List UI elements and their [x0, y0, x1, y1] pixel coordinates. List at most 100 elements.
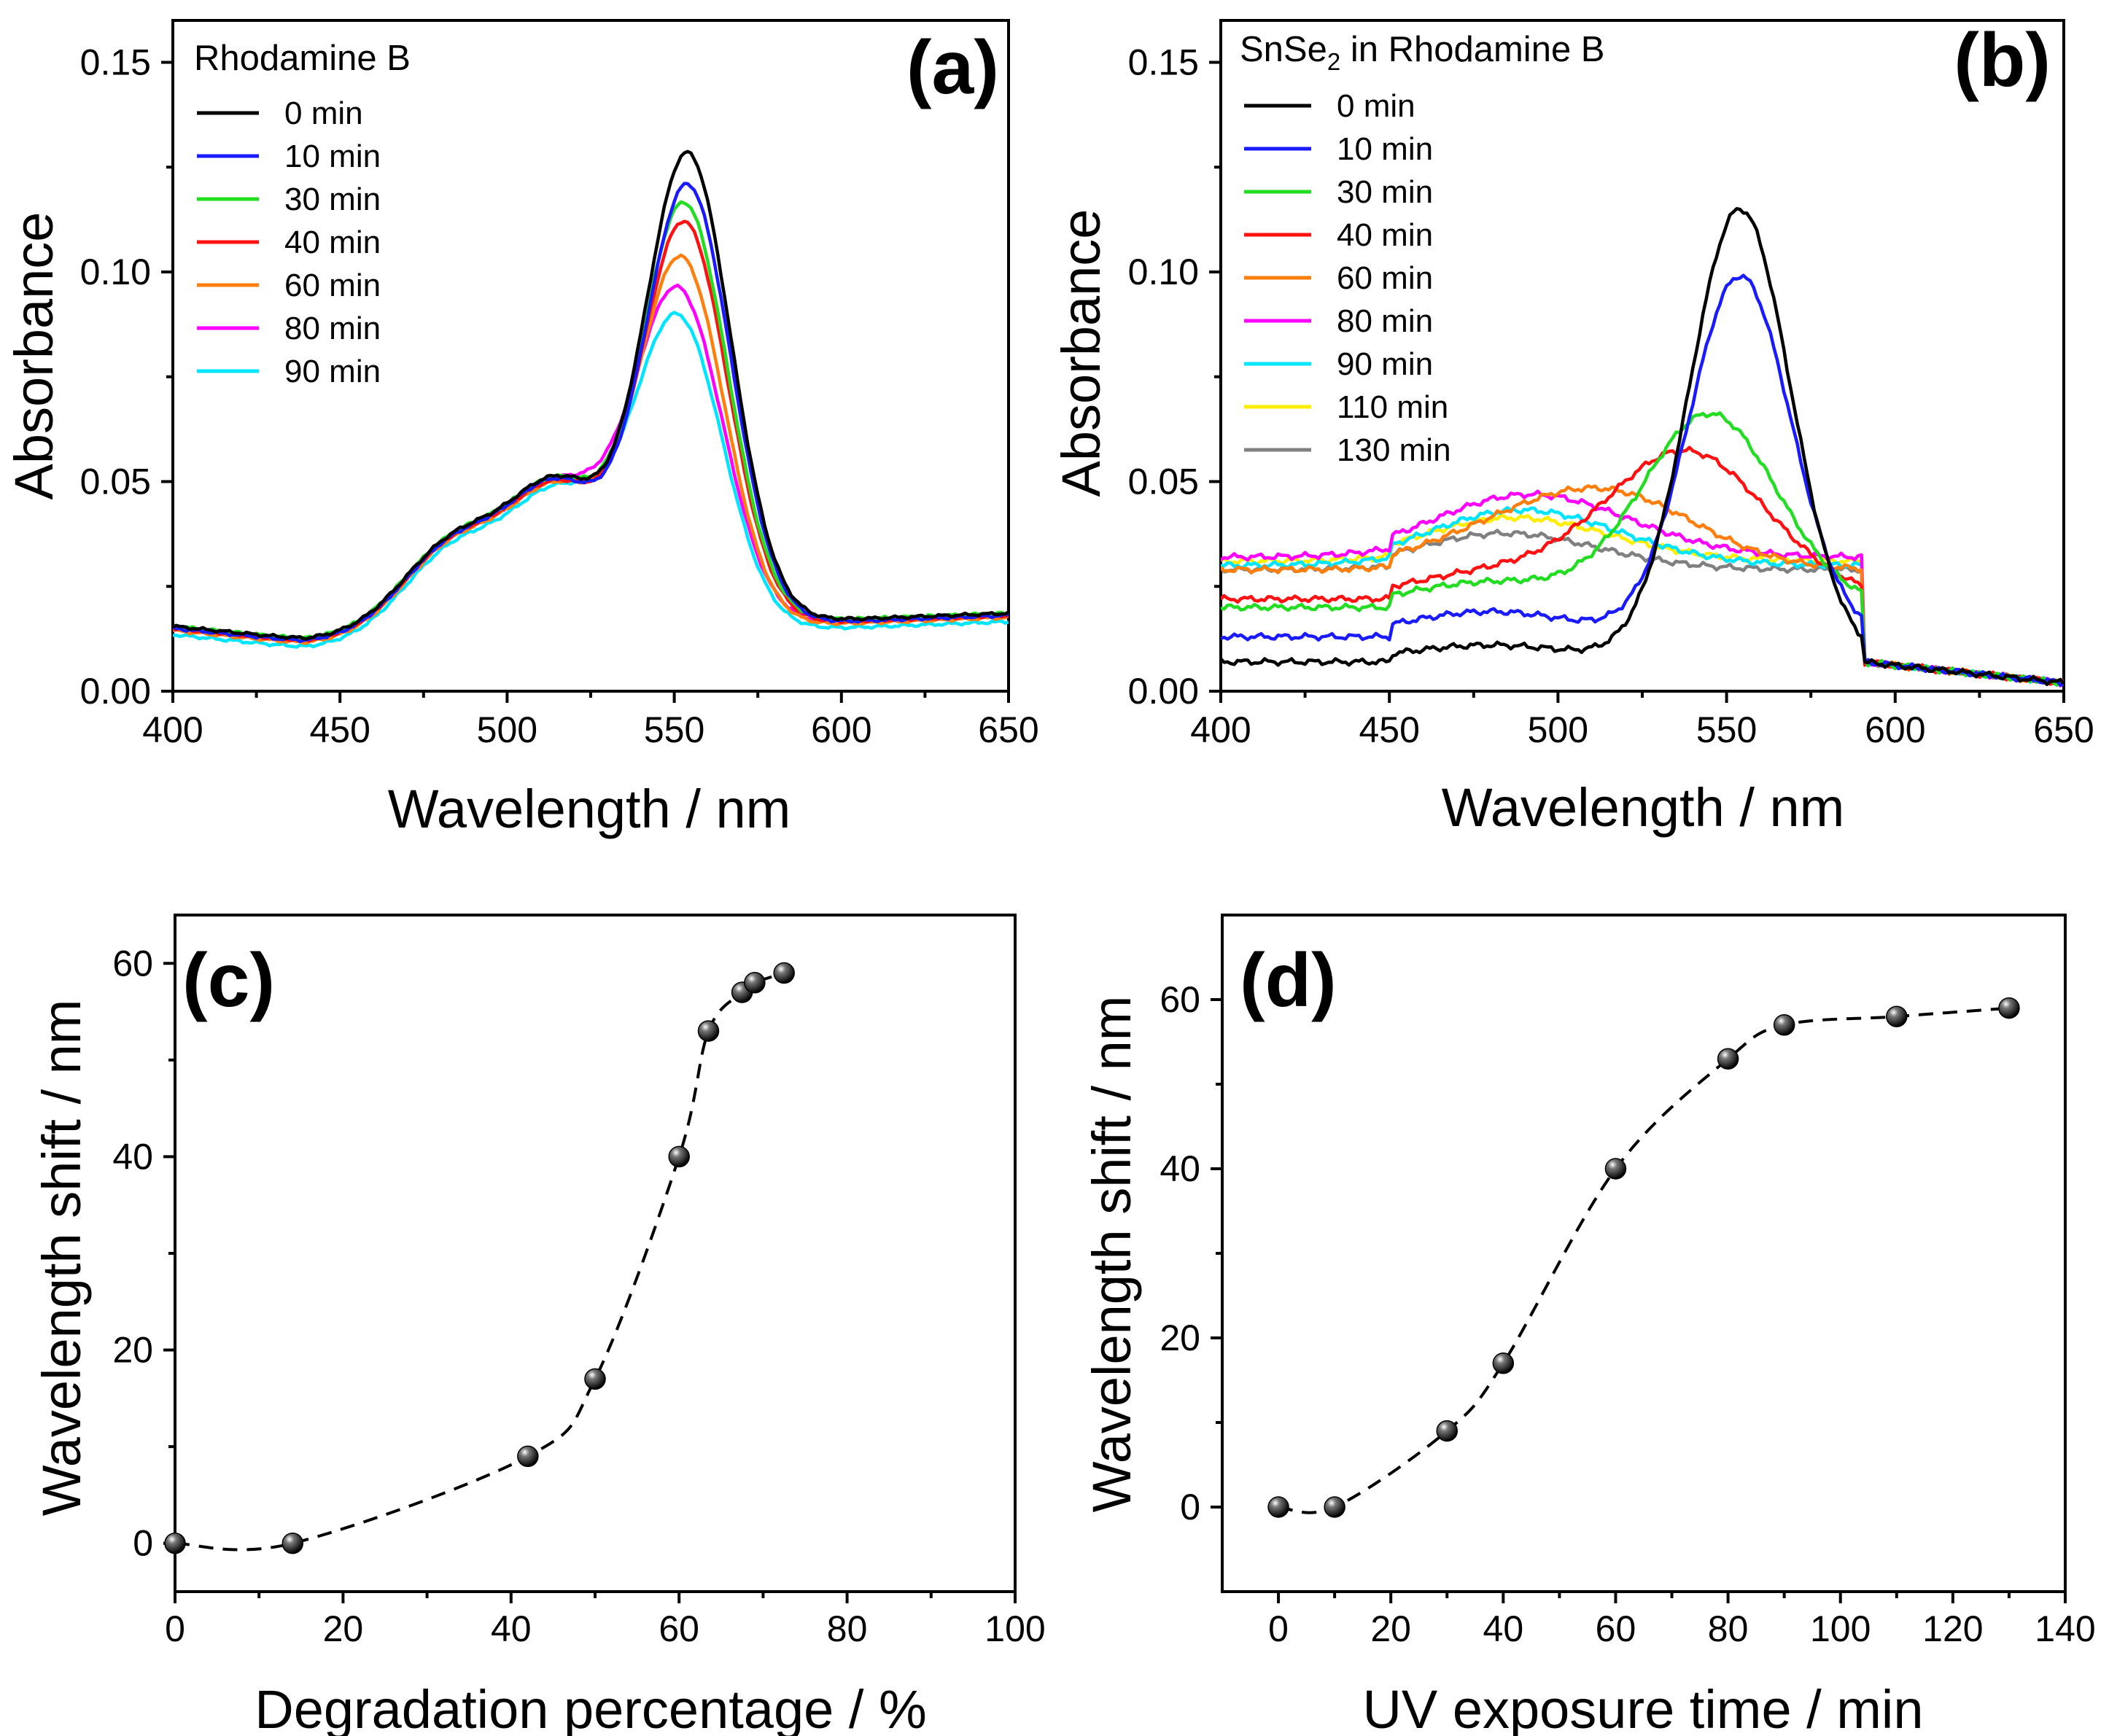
y-tick-label: 0.10 [80, 252, 151, 292]
y-tick-label: 0 [1180, 1487, 1200, 1527]
panel-d-x-axis-title: UV exposure time / min [1362, 1679, 1923, 1736]
x-tick-label: 400 [142, 709, 203, 750]
panel-a-plot: 400 450 500 550 600 650 0.00 0.05 0.10 0.15 0 min 1… [80, 19, 1039, 750]
data-point [517, 1445, 539, 1468]
x-tick-label: 20 [1370, 1608, 1411, 1649]
data-point [1324, 1496, 1345, 1518]
y-tick-label: 20 [1160, 1317, 1200, 1358]
legend-entry: 30 min [284, 182, 381, 217]
series-line-0-min [1221, 206, 2064, 686]
legend-entry: 10 min [1337, 131, 1433, 167]
data-point [1998, 997, 2020, 1019]
data-point [668, 1145, 690, 1168]
legend-entry: 90 min [1337, 346, 1433, 382]
x-tick-label: 80 [1708, 1608, 1749, 1649]
y-tick-label: 20 [112, 1330, 153, 1371]
y-tick-label: 0.00 [80, 671, 151, 712]
series-line-90-min [1221, 506, 2064, 687]
panel-c-y-axis-title: Wavelength shift / nm [31, 1000, 92, 1517]
x-tick-label: 40 [491, 1608, 532, 1649]
x-tick-label: 650 [978, 709, 1038, 750]
panel-c-label: (c) [182, 938, 275, 1023]
legend-entry: 110 min [1337, 389, 1448, 425]
y-tick-label: 0.10 [1128, 252, 1199, 292]
x-tick-label: 0 [165, 1608, 185, 1649]
legend-entry: 0 min [284, 96, 363, 131]
panel-d-plot: 0 20 40 60 80 100 120 140 0 20 40 60 [1160, 914, 2096, 1649]
y-tick-label: 0.15 [80, 42, 151, 83]
legend-entry: 0 min [1337, 88, 1415, 124]
data-point [1604, 1158, 1627, 1180]
panel-b-label: (b) [1954, 18, 2051, 103]
panel-d-frame [1221, 914, 2067, 1593]
panel-d-y-axis-title: Wavelength shift / nm [1081, 996, 1142, 1513]
data-point [744, 972, 766, 994]
legend-entry: 10 min [284, 139, 381, 174]
legend-entry: 130 min [1337, 432, 1451, 468]
panel-b-x-axis-title: Wavelength / nm [1442, 777, 1845, 838]
data-point [281, 1532, 304, 1554]
data-point [1436, 1420, 1459, 1442]
legend-entry: 80 min [1337, 303, 1433, 339]
x-tick-label: 60 [1596, 1608, 1636, 1649]
panel-c-x-axis-title: Degradation percentage / % [255, 1679, 927, 1736]
legend-entry: 90 min [284, 354, 381, 389]
dashed-connector [1278, 1006, 2010, 1514]
x-tick-label: 100 [984, 1608, 1045, 1649]
y-tick-label: 40 [112, 1136, 153, 1177]
legend-entry: 40 min [284, 225, 381, 260]
panel-b-y-axis-title: Absorbance [1051, 209, 1111, 497]
panel-c: 0 20 40 60 80 100 0 20 40 60 (c) Degradation perc… [31, 914, 1046, 1736]
x-tick-label: 550 [644, 709, 704, 750]
series-line-40-min [1221, 445, 2064, 686]
x-tick-label: 450 [1359, 709, 1419, 750]
y-tick-label: 0 [133, 1523, 153, 1564]
y-tick-label: 60 [112, 943, 153, 984]
x-tick-label: 60 [659, 1608, 699, 1649]
panel-c-plot: 0 20 40 60 80 100 0 20 40 60 [112, 914, 1046, 1649]
x-tick-label: 0 [1268, 1608, 1289, 1649]
x-tick-label: 650 [2033, 709, 2094, 750]
panel-a-y-axis-title: Absorbance [4, 212, 64, 500]
data-point [584, 1368, 606, 1390]
x-tick-label: 140 [2035, 1608, 2095, 1649]
data-point [164, 1532, 186, 1554]
legend-entry: 60 min [1337, 260, 1433, 296]
panel-a-x-axis-title: Wavelength / nm [388, 779, 791, 839]
data-point [697, 1020, 720, 1042]
x-tick-label: 500 [477, 709, 537, 750]
data-point [1886, 1005, 1908, 1027]
y-tick-label: 0.15 [1128, 42, 1199, 83]
x-tick-label: 600 [811, 709, 871, 750]
series-line-0-min [173, 149, 1009, 641]
panel-d-label: (d) [1240, 938, 1337, 1023]
data-point [1717, 1048, 1739, 1070]
y-tick-label: 0.05 [1128, 462, 1199, 502]
panel-a-legend-title: Rhodamine B [194, 39, 411, 78]
x-tick-label: 120 [1922, 1608, 1983, 1649]
data-point [773, 962, 795, 984]
x-tick-label: 500 [1528, 709, 1588, 750]
x-tick-label: 550 [1696, 709, 1757, 750]
data-point [1773, 1014, 1795, 1036]
x-tick-label: 20 [323, 1608, 364, 1649]
y-tick-label: 0.00 [1128, 671, 1199, 712]
x-tick-label: 80 [827, 1608, 868, 1649]
x-tick-label: 600 [1865, 709, 1925, 750]
y-tick-label: 0.05 [80, 462, 151, 502]
panel-a-label: (a) [906, 26, 999, 110]
panel-c-frame [174, 914, 1017, 1593]
x-tick-label: 450 [309, 709, 370, 750]
y-tick-label: 40 [1160, 1148, 1200, 1189]
dashed-connector [174, 971, 785, 1552]
y-tick-label: 60 [1160, 979, 1200, 1020]
x-tick-label: 400 [1190, 709, 1251, 750]
x-tick-label: 40 [1483, 1608, 1524, 1649]
legend-entry: 80 min [284, 311, 381, 346]
legend-entry: 40 min [1337, 217, 1433, 253]
x-tick-label: 100 [1810, 1608, 1871, 1649]
panel-d: 0 20 40 60 80 100 120 140 0 20 40 60 (d) UV exposur… [1081, 914, 2096, 1736]
panel-b-plot: 400 450 500 550 600 650 0.00 0.05 0.10 0.15 0 min 1… [1128, 19, 2094, 750]
panel-a: 400 450 500 550 600 650 0.00 0.05 0.10 0.15 0 min 1… [4, 19, 1039, 839]
